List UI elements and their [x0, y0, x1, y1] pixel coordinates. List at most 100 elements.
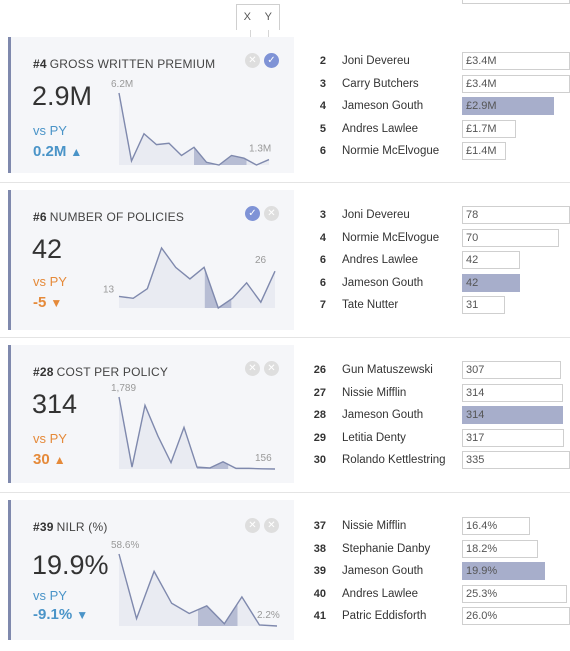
- ranking-row[interactable]: 41 Patric Eddisforth 26.0%: [312, 606, 570, 626]
- ranking-row[interactable]: 3 Carry Butchers £3.4M: [312, 74, 570, 94]
- ranking-bar-cell: £1.7M: [462, 119, 570, 138]
- ranking-row[interactable]: 4 Normie McElvogue 70: [312, 228, 570, 248]
- ranking-bar-cell: 78: [462, 206, 570, 224]
- xy-toggles: ✕ ✕: [245, 361, 279, 376]
- vs-py-label: vs PY: [33, 431, 67, 446]
- kpi-title: #4 GROSS WRITTEN PREMIUM: [33, 57, 215, 71]
- ranking-position: 7: [319, 299, 326, 311]
- vs-py-label: vs PY: [33, 274, 67, 289]
- ranking-position: 6: [319, 276, 326, 289]
- sparkline-chart: 1,789 156: [111, 383, 276, 470]
- ranking-value: 42: [466, 254, 479, 266]
- kpi-title: #39 NILR (%): [33, 520, 108, 534]
- ranking-row[interactable]: 29 Letitia Denty 317: [312, 428, 570, 448]
- kpi-value: 2.9M: [32, 81, 93, 111]
- ranking-name: Rolando Kettlestring: [342, 454, 446, 466]
- ranking-value: 317: [466, 431, 485, 444]
- x-toggle-check-icon[interactable]: ✓: [245, 206, 260, 221]
- ranking-bar-cell: 16.4%: [462, 517, 570, 535]
- y-toggle-cross-icon[interactable]: ✕: [264, 206, 279, 221]
- ranking-bar-highlighted: [462, 273, 521, 292]
- sparkline-chart: 13 26: [103, 246, 276, 310]
- sparkline-line: [118, 396, 276, 470]
- sparkline-end-label: 2.2%: [257, 610, 280, 621]
- ranking-position: 3: [319, 77, 326, 90]
- card-divider: [0, 337, 570, 338]
- ranking-position: 30: [313, 454, 326, 466]
- ranking-value: 78: [466, 209, 479, 221]
- ranking-value: 25.3%: [466, 587, 498, 600]
- ranking-value: £1.7M: [466, 122, 497, 135]
- ranking-bar: [462, 428, 565, 447]
- vs-py-label: vs PY: [33, 123, 67, 138]
- ranking-row[interactable]: 26 Gun Matuszewski 307: [312, 360, 570, 380]
- triangle-down-icon: ▼: [76, 608, 89, 622]
- ranking-value: £2.9M: [466, 100, 497, 112]
- ranking-value: 335: [466, 454, 485, 466]
- ranking-row[interactable]: 28 Jameson Gouth 314: [312, 405, 570, 425]
- kpi-delta: -9.1% ▼: [33, 606, 88, 623]
- kpi-title: #6 NUMBER OF POLICIES: [33, 210, 184, 224]
- ranking-bar-cell: 19.9%: [462, 562, 570, 580]
- vs-py-label: vs PY: [33, 588, 67, 603]
- ranking-list: 2 Joni Devereu £3.4M 3 Carry Butchers £3.4M 4 J…: [312, 37, 570, 173]
- kpi-delta: -5 ▼: [33, 294, 62, 311]
- ranking-row[interactable]: 7 Tate Nutter 31: [312, 295, 570, 315]
- kpi-card: #6 NUMBER OF POLICIES ✓ ✕ 42 vs PY -5 ▼ 13 26 3 Jon…: [8, 190, 570, 330]
- ranking-value: 31: [466, 299, 479, 311]
- ranking-row[interactable]: 3 Joni Devereu 78: [312, 205, 570, 225]
- ranking-bar-cell: 26.0%: [462, 607, 570, 625]
- ranking-position: 37: [313, 520, 326, 532]
- ranking-row[interactable]: 4 Jameson Gouth £2.9M: [312, 96, 570, 116]
- ranking-name: Andres Lawlee: [342, 122, 419, 135]
- kpi-delta-value: 30: [33, 451, 50, 468]
- ranking-name: Joni Devereu: [342, 209, 410, 221]
- kpi-title-text: COST PER POLICY: [56, 365, 169, 379]
- ranking-row[interactable]: 27 Nissie Mifflin 314: [312, 383, 570, 403]
- y-toggle-cross-icon[interactable]: ✕: [264, 361, 279, 376]
- y-toggle-cross-icon[interactable]: ✕: [264, 518, 279, 533]
- ranking-row[interactable]: 6 Normie McElvogue £1.4M: [312, 141, 570, 161]
- kpi-summary-panel[interactable]: #6 NUMBER OF POLICIES ✓ ✕ 42 vs PY -5 ▼ 13 26: [8, 190, 294, 330]
- ranking-value: 42: [466, 276, 479, 289]
- ranking-value: 26.0%: [466, 610, 498, 622]
- ranking-row[interactable]: 39 Jameson Gouth 19.9%: [312, 561, 570, 581]
- x-toggle-cross-icon[interactable]: ✕: [245, 518, 260, 533]
- ranking-row[interactable]: 6 Andres Lawlee 42: [312, 250, 570, 270]
- kpi-title-text: NILR (%): [56, 520, 108, 534]
- sparkline-highlight: [204, 269, 232, 308]
- x-toggle-cross-icon[interactable]: ✕: [245, 53, 260, 68]
- x-toggle-cross-icon[interactable]: ✕: [245, 361, 260, 376]
- ranking-bar-cell: £3.4M: [462, 52, 570, 70]
- ranking-row[interactable]: 38 Stephanie Danby 18.2%: [312, 539, 570, 559]
- ranking-value: 314: [466, 386, 485, 399]
- sparkline-line: [118, 92, 270, 166]
- kpi-summary-panel[interactable]: #4 GROSS WRITTEN PREMIUM ✕ ✓ 2.9M vs PY 0.2M ▲ 6…: [8, 37, 294, 173]
- ranking-position: 39: [313, 565, 326, 577]
- ranking-value: 18.2%: [466, 542, 498, 555]
- ranking-bar: [462, 539, 538, 558]
- ranking-name: Nissie Mifflin: [342, 386, 407, 399]
- sparkline-max-label: 1,789: [111, 383, 136, 394]
- kpi-card: #28 COST PER POLICY ✕ ✕ 314 vs PY 30 ▲ 1,789 156 2…: [8, 345, 570, 483]
- ranking-row[interactable]: 30 Rolando Kettlestring 335: [312, 450, 570, 470]
- kpi-title-text: GROSS WRITTEN PREMIUM: [49, 57, 216, 71]
- ranking-row[interactable]: 6 Jameson Gouth 42: [312, 273, 570, 293]
- ranking-bar-cell: 42: [462, 273, 570, 292]
- ranking-row[interactable]: 5 Andres Lawlee £1.7M: [312, 119, 570, 139]
- ranking-bar: [462, 119, 516, 138]
- ranking-bar-cell: £1.4M: [462, 142, 570, 160]
- ranking-row[interactable]: 37 Nissie Mifflin 16.4%: [312, 516, 570, 536]
- ranking-row[interactable]: 2 Joni Devereu £3.4M: [312, 51, 570, 71]
- ranking-bar-cell: 317: [462, 428, 570, 447]
- ranking-bar-cell: £2.9M: [462, 97, 570, 115]
- kpi-summary-panel[interactable]: #28 COST PER POLICY ✕ ✕ 314 vs PY 30 ▲ 1,789 156: [8, 345, 294, 483]
- y-toggle-check-icon[interactable]: ✓: [264, 53, 279, 68]
- ranking-bar: [462, 228, 559, 247]
- ranking-bar: [462, 383, 564, 402]
- kpi-summary-panel[interactable]: #39 NILR (%) ✕ ✕ 19.9% vs PY -9.1% ▼ 58.6% 2.2%: [8, 500, 294, 640]
- ranking-bar-highlighted: [462, 406, 564, 424]
- kpi-delta-value: -5: [33, 294, 47, 311]
- ranking-row[interactable]: 40 Andres Lawlee 25.3%: [312, 584, 570, 604]
- ranking-value: £3.4M: [466, 77, 497, 90]
